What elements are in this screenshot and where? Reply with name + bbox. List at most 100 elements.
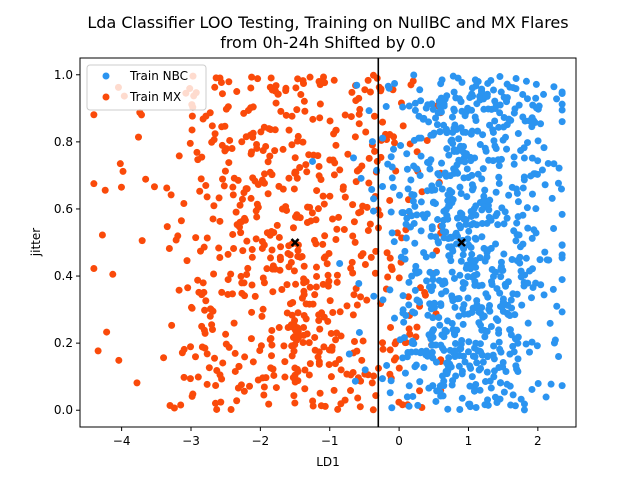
scatter-point-train-mx	[367, 253, 375, 261]
scatter-point-train-nbc	[425, 384, 433, 392]
scatter-point-train-nbc	[438, 372, 446, 380]
scatter-point-train-nbc	[357, 174, 365, 182]
scatter-point-train-nbc	[467, 207, 475, 215]
scatter-point-train-nbc	[390, 145, 397, 153]
scatter-point-train-nbc	[471, 154, 479, 162]
scatter-point-train-nbc	[442, 172, 450, 180]
scatter-point-train-nbc	[309, 157, 316, 165]
scatter-point-train-nbc	[437, 341, 445, 349]
scatter-point-train-nbc	[408, 212, 416, 220]
scatter-point-train-mx	[202, 182, 210, 190]
scatter-point-train-nbc	[499, 295, 507, 303]
scatter-point-train-nbc	[399, 292, 407, 300]
scatter-point-train-nbc	[497, 379, 504, 387]
scatter-point-train-mx	[350, 291, 358, 299]
scatter-point-train-nbc	[513, 219, 521, 227]
scatter-point-train-mx	[269, 265, 277, 273]
scatter-point-train-mx	[349, 201, 357, 209]
scatter-point-train-mx	[391, 340, 399, 348]
scatter-point-train-nbc	[368, 185, 376, 193]
scatter-point-train-nbc	[408, 272, 416, 280]
scatter-point-train-nbc	[512, 75, 520, 83]
scatter-point-train-mx	[370, 112, 378, 120]
scatter-point-train-mx	[303, 218, 311, 226]
scatter-point-train-mx	[293, 106, 301, 114]
scatter-point-train-mx	[279, 185, 287, 193]
scatter-point-train-mx	[355, 94, 363, 102]
scatter-point-train-nbc	[383, 361, 391, 369]
scatter-point-train-nbc	[478, 233, 486, 241]
scatter-point-train-nbc	[553, 302, 561, 310]
scatter-point-train-mx	[300, 323, 308, 331]
scatter-point-train-nbc	[467, 212, 475, 220]
scatter-point-train-mx	[317, 176, 325, 184]
scatter-point-train-mx	[198, 322, 206, 330]
scatter-point-train-nbc	[448, 292, 456, 300]
scatter-point-train-mx	[211, 130, 219, 138]
scatter-point-train-mx	[134, 133, 142, 141]
scatter-point-train-mx	[193, 148, 201, 156]
scatter-point-train-nbc	[471, 76, 479, 84]
scatter-point-train-mx	[267, 74, 275, 82]
scatter-point-train-nbc	[514, 198, 522, 206]
scatter-point-train-nbc	[541, 181, 549, 189]
scatter-point-train-mx	[188, 304, 196, 312]
scatter-point-train-mx	[175, 152, 183, 160]
scatter-point-train-nbc	[425, 118, 433, 126]
scatter-point-train-nbc	[488, 278, 496, 286]
scatter-point-train-mx	[321, 232, 329, 240]
scatter-point-train-nbc	[486, 196, 494, 204]
scatter-point-train-nbc	[500, 123, 508, 131]
scatter-point-train-mx	[216, 217, 224, 225]
scatter-point-train-mx	[230, 319, 238, 327]
scatter-point-train-mx	[320, 73, 328, 81]
scatter-point-train-nbc	[419, 211, 427, 219]
scatter-point-train-nbc	[429, 276, 437, 284]
scatter-point-train-nbc	[416, 378, 424, 386]
scatter-point-train-nbc	[451, 303, 459, 311]
scatter-point-train-mx	[282, 203, 290, 211]
scatter-point-train-nbc	[550, 83, 558, 91]
scatter-point-train-nbc	[416, 172, 424, 180]
scatter-point-train-nbc	[411, 106, 419, 114]
scatter-point-train-nbc	[391, 80, 399, 88]
scatter-point-train-nbc	[365, 107, 373, 115]
scatter-point-train-nbc	[490, 355, 498, 363]
scatter-point-train-mx	[168, 321, 176, 329]
scatter-point-train-nbc	[522, 340, 530, 348]
scatter-point-train-nbc	[472, 404, 480, 412]
scatter-point-train-mx	[321, 79, 329, 87]
scatter-point-train-mx	[260, 279, 268, 287]
scatter-point-train-mx	[236, 201, 244, 209]
scatter-point-train-mx	[286, 251, 294, 259]
scatter-point-train-mx	[362, 128, 370, 136]
scatter-point-train-nbc	[387, 208, 395, 216]
scatter-point-train-mx	[299, 138, 307, 146]
scatter-point-train-mx	[90, 180, 98, 188]
scatter-point-train-mx	[212, 381, 220, 389]
scatter-point-train-mx	[238, 195, 246, 203]
scatter-point-train-mx	[197, 175, 205, 183]
scatter-point-train-nbc	[541, 248, 549, 256]
scatter-point-train-nbc	[456, 209, 464, 217]
scatter-point-train-mx	[241, 353, 249, 361]
scatter-point-train-mx	[351, 133, 359, 141]
scatter-point-train-mx	[300, 262, 308, 270]
scatter-point-train-nbc	[522, 254, 530, 262]
x-tick-label: −2	[252, 434, 270, 448]
scatter-point-train-nbc	[490, 86, 497, 94]
scatter-point-train-mx	[285, 174, 293, 182]
scatter-point-train-mx	[254, 203, 262, 211]
scatter-point-train-nbc	[387, 153, 395, 161]
scatter-point-train-mx	[228, 145, 236, 153]
scatter-point-train-mx	[332, 126, 340, 134]
scatter-point-train-nbc	[435, 171, 443, 179]
scatter-point-train-mx	[294, 75, 302, 83]
scatter-point-train-mx	[309, 115, 317, 123]
scatter-point-train-mx	[291, 378, 299, 386]
scatter-point-train-mx	[267, 254, 275, 262]
scatter-point-train-mx	[172, 236, 180, 244]
scatter-point-train-nbc	[437, 80, 445, 88]
scatter-point-train-nbc	[528, 123, 536, 131]
scatter-point-train-mx	[248, 148, 256, 156]
